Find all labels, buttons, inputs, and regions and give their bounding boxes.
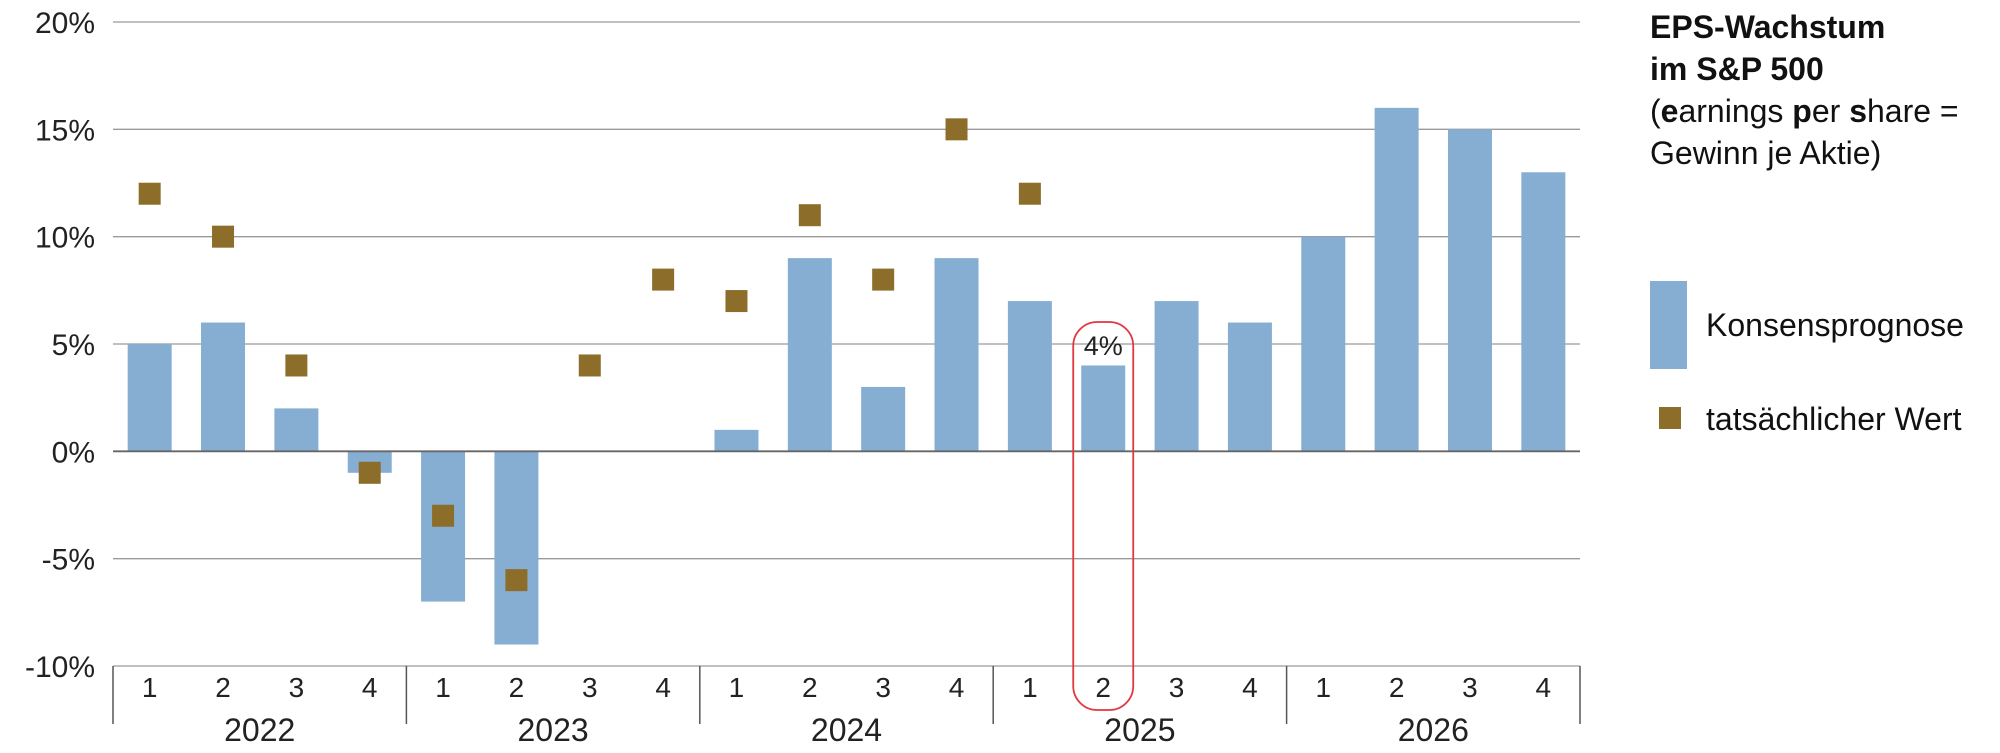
quarter-label-13: 2 [1095,672,1111,703]
bar-13 [1081,365,1126,452]
year-label-2025: 2025 [1104,712,1175,748]
quarter-label-19: 4 [1536,672,1552,703]
marker-10 [872,268,895,291]
bar-10 [861,386,906,452]
quarter-label-11: 4 [949,672,965,703]
marker-8 [725,290,748,313]
quarter-label-5: 2 [509,672,525,703]
ytick-label-3: 5% [52,329,95,362]
bar-18 [1447,129,1492,452]
bar-19 [1521,172,1566,452]
ytick-label-2: 10% [35,222,95,255]
quarter-label-1: 2 [215,672,231,703]
bar-17 [1374,107,1419,452]
bar-11 [934,258,979,452]
x-axis: 1 2 3 4 2022 1 2 3 4 2023 1 2 3 4 2024 1 2 3 4 2025 1 2 3 4 2026 [112,666,1581,748]
quarter-label-3: 4 [362,672,378,703]
quarter-label-7: 4 [655,672,671,703]
legend-label-actual: tatsächlicher Wert [1706,401,1962,437]
legend-swatch-actual [1659,407,1681,429]
marker-0 [138,182,161,205]
year-label-2022: 2022 [224,712,295,748]
ytick-label-5: -5% [42,544,95,577]
actual-value-markers [138,118,1041,592]
highlight-annotation: 4% [1072,321,1135,711]
bar-9 [787,258,832,452]
y-axis-ticks: 20% 15% 10% 5% 0% -5% -10% [25,7,95,684]
quarter-label-18: 3 [1462,672,1478,703]
quarter-label-12: 1 [1022,672,1038,703]
marker-6 [578,354,601,377]
legend-label-consensus: Konsensprognose [1706,307,1964,343]
highlight-outline [1072,321,1135,711]
marker-12 [1018,182,1041,205]
bar-15 [1227,322,1272,452]
bar-8 [714,429,759,452]
quarter-label-14: 3 [1169,672,1185,703]
bar-5 [494,451,539,645]
bar-0 [127,344,172,452]
marker-5 [505,569,528,592]
legend-swatch-consensus [1650,281,1687,369]
ytick-label-4: 0% [52,436,95,469]
marker-1 [212,225,235,248]
title-line-1: EPS-Wachstum [1650,9,1885,45]
consensus-bars [127,107,1566,645]
highlight-value-label: 4% [1084,331,1123,361]
year-label-2026: 2026 [1398,712,1469,748]
marker-2 [285,354,308,377]
year-label-2024: 2024 [811,712,882,748]
bar-14 [1154,301,1199,452]
ytick-label-6: -10% [25,651,95,684]
quarter-label-4: 1 [435,672,451,703]
marker-11 [945,118,968,141]
ytick-label-1: 15% [35,114,95,147]
marker-3 [358,461,381,484]
marker-7 [652,268,675,291]
quarter-label-15: 4 [1242,672,1258,703]
ytick-label-0: 20% [35,7,95,40]
year-label-2023: 2023 [518,712,589,748]
quarter-label-0: 1 [142,672,158,703]
quarter-label-16: 1 [1315,672,1331,703]
bar-12 [1007,301,1052,452]
chart-title: EPS-Wachstum im S&P 500 (earnings per sh… [1650,9,1959,171]
bar-16 [1301,236,1346,452]
bar-1 [201,322,246,452]
quarter-label-2: 3 [289,672,305,703]
quarter-label-9: 2 [802,672,818,703]
grid-lines [113,21,1580,667]
subtitle-line-1: (earnings per share = [1650,93,1959,129]
marker-9 [798,204,821,227]
subtitle-line-2: Gewinn je Aktie) [1650,135,1881,171]
quarter-label-10: 3 [875,672,891,703]
quarter-label-8: 1 [729,672,745,703]
bar-2 [274,408,319,452]
marker-4 [432,504,455,527]
quarter-label-6: 3 [582,672,598,703]
quarter-label-17: 2 [1389,672,1405,703]
legend: Konsensprognose tatsächlicher Wert [1650,281,1964,437]
title-line-2: im S&P 500 [1650,51,1824,87]
